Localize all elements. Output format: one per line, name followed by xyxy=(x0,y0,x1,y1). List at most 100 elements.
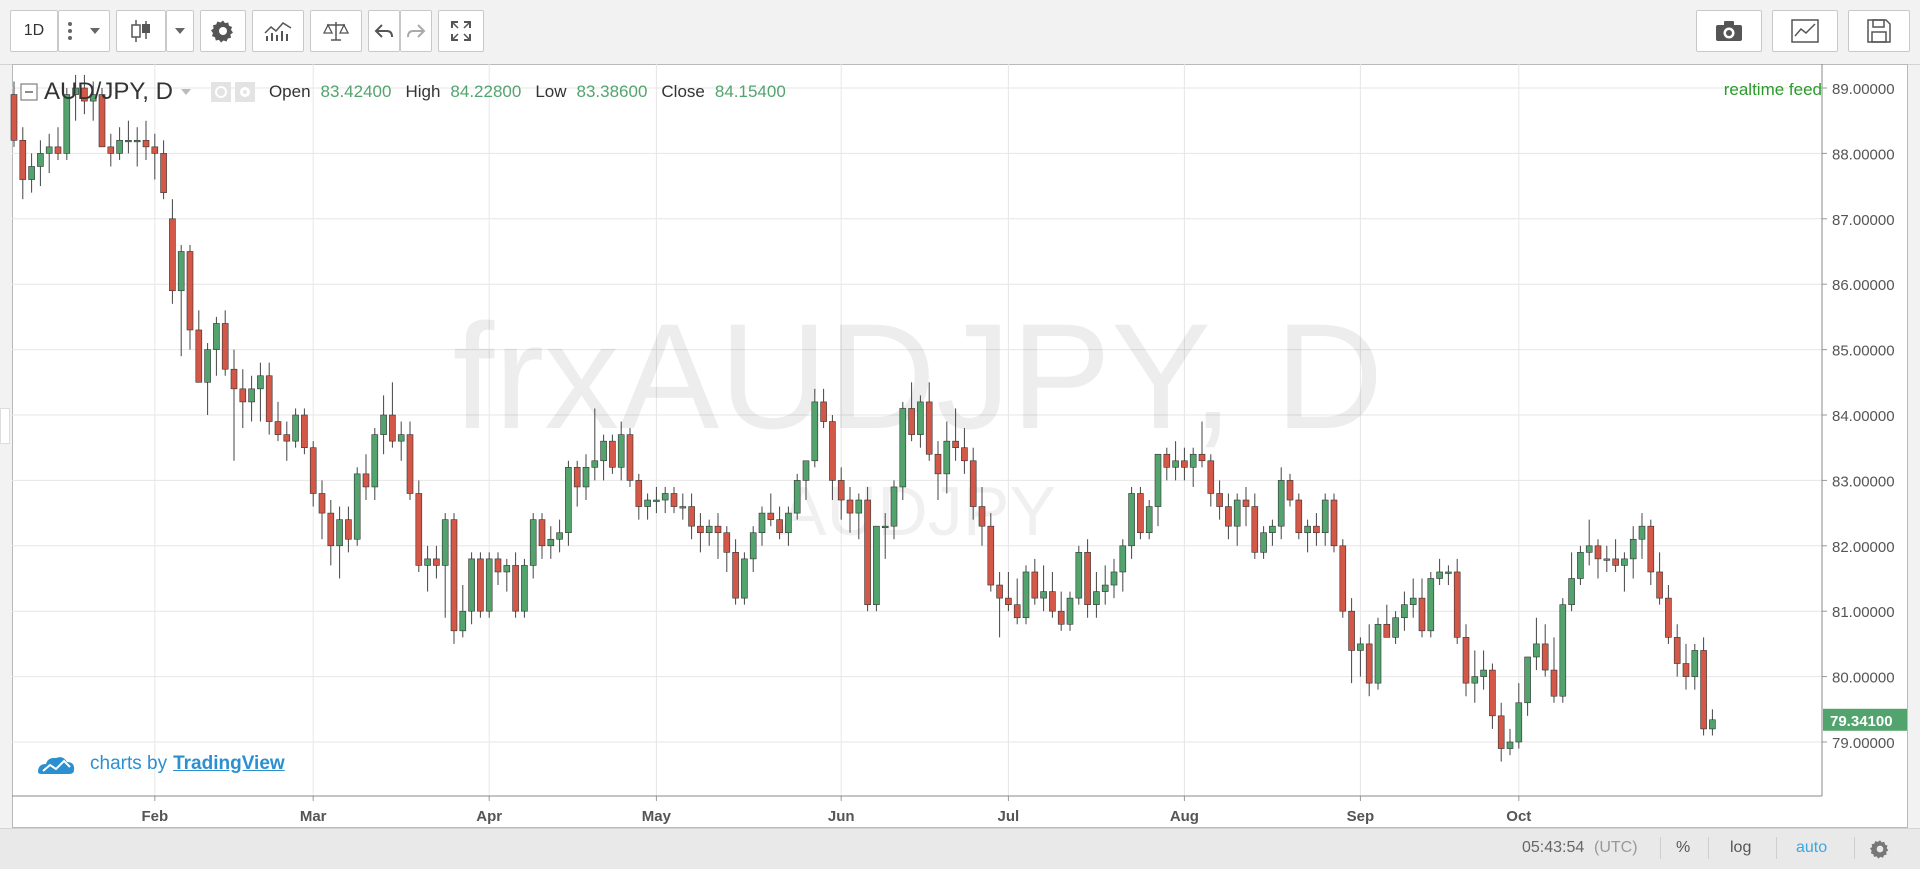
chart-properties-button[interactable] xyxy=(1772,10,1838,52)
candle-body xyxy=(767,512,775,520)
candle xyxy=(1057,591,1065,631)
candle xyxy=(1541,624,1549,677)
candle-body xyxy=(873,525,880,605)
candle xyxy=(943,421,951,494)
candle-body xyxy=(802,460,810,481)
y-tick-label: 89.00000 xyxy=(1832,81,1895,98)
candle xyxy=(1295,493,1303,540)
indicators-button[interactable] xyxy=(252,10,304,52)
candle-body xyxy=(547,538,555,547)
interval-button[interactable]: 1D xyxy=(10,10,58,52)
candle-body xyxy=(1049,591,1056,612)
candle xyxy=(529,513,537,579)
candle-body xyxy=(1357,643,1364,651)
candle xyxy=(371,428,379,501)
candle xyxy=(538,513,546,559)
dropdown-icon[interactable] xyxy=(179,87,193,97)
gear-icon xyxy=(211,20,233,43)
separator xyxy=(1854,837,1855,859)
candle xyxy=(221,310,229,376)
save-button[interactable] xyxy=(1848,10,1910,52)
candle-body xyxy=(1251,506,1259,553)
candle-body xyxy=(1700,650,1707,730)
candle-body xyxy=(28,166,35,180)
compare-button[interactable] xyxy=(310,10,362,52)
x-tick-label: Aug xyxy=(1170,808,1199,825)
candle-body xyxy=(1533,643,1540,658)
undo-icon xyxy=(374,24,393,38)
left-panel-handle[interactable] xyxy=(0,408,10,444)
chart-area[interactable] xyxy=(12,64,1908,828)
candle-body xyxy=(1453,571,1461,638)
candle xyxy=(45,133,53,174)
more-icon xyxy=(68,22,72,40)
tradingview-link[interactable]: TradingView xyxy=(173,753,285,774)
clock-timezone[interactable]: (UTC) xyxy=(1594,839,1638,856)
auto-scale-toggle[interactable]: auto xyxy=(1796,839,1828,856)
undo-button[interactable] xyxy=(368,10,400,52)
candle xyxy=(1189,447,1197,487)
candle-body xyxy=(556,532,563,540)
candle xyxy=(846,486,854,533)
candle xyxy=(873,525,880,612)
candle xyxy=(978,486,986,546)
candle xyxy=(749,526,757,572)
candle xyxy=(1603,545,1611,572)
snapshot-button[interactable] xyxy=(1696,10,1762,52)
candle xyxy=(494,552,502,586)
candle xyxy=(1462,624,1470,697)
settings-button[interactable] xyxy=(200,10,246,52)
candle xyxy=(107,133,115,167)
candle xyxy=(1365,624,1373,697)
candle-body xyxy=(1084,552,1091,605)
candle xyxy=(1163,447,1171,481)
gear-icon[interactable] xyxy=(1870,839,1890,859)
log-toggle[interactable]: log xyxy=(1730,839,1752,856)
candle xyxy=(54,127,62,160)
candle xyxy=(890,480,898,540)
eye-icon[interactable] xyxy=(210,82,231,102)
candle-body xyxy=(142,140,150,148)
candle-body xyxy=(1277,480,1285,527)
candle xyxy=(1110,558,1118,599)
candle xyxy=(767,493,775,527)
interval-menu-button[interactable] xyxy=(58,10,110,52)
candle xyxy=(63,88,71,160)
candle xyxy=(441,513,449,618)
tradingview-branding[interactable]: charts by TradingView xyxy=(36,752,285,776)
candle-body xyxy=(934,453,942,475)
gear-icon[interactable] xyxy=(234,82,255,102)
candle xyxy=(1040,565,1047,612)
y-tick-label: 84.00000 xyxy=(1832,408,1895,425)
candle xyxy=(714,513,722,559)
candle-body xyxy=(565,467,572,534)
candle xyxy=(1277,467,1285,540)
candle xyxy=(758,506,766,546)
collapse-icon[interactable] xyxy=(20,83,38,101)
candle xyxy=(679,493,687,520)
candle-body xyxy=(1462,637,1470,684)
candle-body xyxy=(846,499,854,514)
chart-style-dropdown[interactable] xyxy=(166,10,194,52)
fullscreen-button[interactable] xyxy=(438,10,484,52)
percent-toggle[interactable]: % xyxy=(1676,839,1691,856)
indicators-icon xyxy=(264,22,292,41)
candle xyxy=(1524,656,1531,716)
top-toolbar: 1D xyxy=(0,0,1920,65)
candle-body xyxy=(1181,460,1188,468)
candle xyxy=(239,369,247,429)
candle-body xyxy=(257,375,264,390)
candle-body xyxy=(1163,453,1171,468)
candle xyxy=(327,500,335,566)
candle xyxy=(626,428,634,487)
candle xyxy=(1233,493,1241,546)
redo-button[interactable] xyxy=(400,10,432,52)
symbol-title[interactable]: AUD/JPY, D xyxy=(44,78,173,105)
candle-body xyxy=(336,519,343,547)
candle-body xyxy=(1093,591,1100,605)
candle xyxy=(908,382,915,442)
candle xyxy=(459,585,467,638)
candle-body xyxy=(609,440,616,468)
chart-style-button[interactable] xyxy=(116,10,166,52)
